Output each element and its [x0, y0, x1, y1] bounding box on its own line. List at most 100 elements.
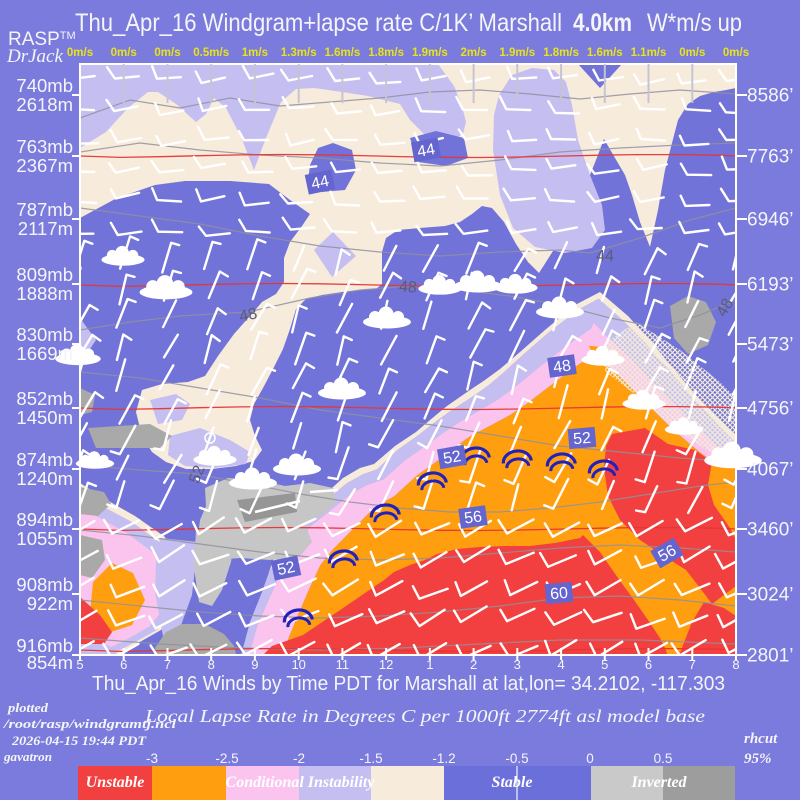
svg-text:11: 11: [336, 657, 350, 672]
svg-text:RASPTM: RASPTM: [8, 29, 76, 50]
svg-text:894mb: 894mb: [16, 509, 73, 530]
svg-text:0.5m/s: 0.5m/s: [193, 47, 229, 59]
svg-text:1m/s: 1m/s: [242, 47, 268, 59]
svg-text:52: 52: [186, 463, 208, 486]
svg-text:0m/s: 0m/s: [67, 47, 93, 59]
svg-text:809mb: 809mb: [16, 264, 73, 285]
svg-text:8: 8: [732, 657, 739, 672]
svg-text:2801’: 2801’: [747, 646, 794, 667]
svg-text:4756’: 4756’: [747, 399, 794, 420]
svg-text:7763’: 7763’: [747, 147, 794, 168]
svg-text:-2: -2: [293, 751, 305, 766]
svg-text:3460’: 3460’: [747, 520, 794, 541]
svg-text:8586’: 8586’: [747, 86, 794, 107]
svg-text:9: 9: [251, 657, 258, 672]
svg-text:0: 0: [586, 751, 594, 766]
svg-text:5: 5: [601, 657, 608, 672]
svg-text:95%: 95%: [744, 751, 772, 767]
svg-text:763mb: 763mb: [16, 136, 73, 157]
svg-text:874mb: 874mb: [16, 449, 73, 470]
svg-text:1.8m/s: 1.8m/s: [543, 47, 579, 59]
svg-text:Conditional Instability: Conditional Instability: [226, 774, 376, 791]
svg-text:916mb: 916mb: [16, 635, 73, 656]
svg-text:7: 7: [689, 657, 696, 672]
svg-text:6: 6: [645, 657, 652, 672]
svg-text:-1.5: -1.5: [359, 751, 382, 766]
svg-text:0m/s: 0m/s: [111, 47, 137, 59]
svg-text:922m: 922m: [27, 593, 73, 614]
svg-text:48: 48: [398, 278, 417, 296]
svg-text:48: 48: [238, 305, 259, 325]
svg-text:854m: 854m: [27, 652, 73, 673]
svg-text:/root/rasp/windgramtj.ncl: /root/rasp/windgramtj.ncl: [3, 716, 177, 731]
svg-text:Thu_Apr_16 Winds by Time PDT f: Thu_Apr_16 Winds by Time PDT for Marshal…: [92, 672, 725, 695]
svg-text:-1.2: -1.2: [432, 751, 455, 766]
svg-text:5473’: 5473’: [747, 335, 794, 356]
svg-text:-3: -3: [146, 751, 158, 766]
svg-text:Stable: Stable: [492, 774, 533, 791]
svg-text:0.5: 0.5: [654, 751, 673, 766]
svg-text:5: 5: [76, 657, 83, 672]
svg-text:plotted: plotted: [7, 700, 49, 715]
svg-text:740mb: 740mb: [16, 75, 73, 96]
svg-text:1: 1: [426, 657, 433, 672]
svg-text:4067’: 4067’: [747, 460, 794, 481]
svg-text:830mb: 830mb: [16, 324, 73, 345]
svg-text:10: 10: [291, 657, 305, 672]
svg-text:52: 52: [442, 448, 463, 468]
svg-text:-2.5: -2.5: [215, 751, 238, 766]
svg-text:0m/s: 0m/s: [723, 47, 749, 59]
svg-text:3: 3: [514, 657, 521, 672]
svg-text:852mb: 852mb: [16, 388, 73, 409]
svg-text:1055m: 1055m: [16, 528, 73, 549]
svg-text:1888m: 1888m: [16, 283, 73, 304]
svg-text:48: 48: [713, 296, 737, 320]
svg-text:1.6m/s: 1.6m/s: [587, 47, 623, 59]
svg-text:2: 2: [470, 657, 477, 672]
svg-text:2367m: 2367m: [16, 155, 73, 176]
svg-text:6: 6: [120, 657, 127, 672]
svg-text:2026-04-15 19:44 PDT: 2026-04-15 19:44 PDT: [11, 733, 147, 748]
svg-text:Inverted: Inverted: [630, 774, 687, 791]
svg-text:56: 56: [656, 542, 680, 566]
svg-text:1450m: 1450m: [16, 407, 73, 428]
svg-text:1.8m/s: 1.8m/s: [368, 47, 404, 59]
svg-text:2117m: 2117m: [18, 218, 73, 239]
svg-text:rhcut: rhcut: [744, 731, 778, 747]
svg-text:4.0km: 4.0km: [573, 9, 632, 37]
svg-text:12: 12: [379, 657, 393, 672]
svg-text:1.6m/s: 1.6m/s: [324, 47, 360, 59]
svg-text:1.3m/s: 1.3m/s: [281, 47, 317, 59]
svg-text:1.9m/s: 1.9m/s: [499, 47, 535, 59]
svg-text:2618m: 2618m: [16, 94, 73, 115]
svg-text:0m/s: 0m/s: [154, 47, 180, 59]
svg-text:52: 52: [572, 430, 591, 448]
svg-text:W*m/s up: W*m/s up: [647, 9, 742, 37]
svg-text:Local Lapse Rate in Degrees C: Local Lapse Rate in Degrees C per 1000ft…: [144, 706, 705, 726]
svg-text:DrJack: DrJack: [6, 46, 63, 67]
svg-text:44: 44: [310, 173, 331, 193]
svg-text:908mb: 908mb: [16, 574, 73, 595]
svg-text:1.9m/s: 1.9m/s: [412, 47, 448, 59]
svg-text:1240m: 1240m: [16, 468, 73, 489]
svg-text:48: 48: [552, 357, 572, 376]
svg-text:6946’: 6946’: [747, 210, 794, 231]
svg-text:56: 56: [463, 508, 483, 527]
svg-text:1.1m/s: 1.1m/s: [631, 47, 667, 59]
svg-text:gavatron: gavatron: [3, 749, 52, 764]
svg-text:6193’: 6193’: [747, 275, 794, 296]
svg-text:1669m: 1669m: [16, 343, 73, 364]
svg-text:60: 60: [549, 585, 568, 603]
svg-text:4: 4: [557, 657, 564, 672]
svg-text:44: 44: [416, 141, 437, 161]
svg-text:787mb: 787mb: [16, 199, 73, 220]
svg-text:52: 52: [276, 559, 297, 579]
svg-text:3024’: 3024’: [747, 585, 794, 606]
svg-text:44: 44: [596, 248, 614, 265]
svg-text:0m/s: 0m/s: [679, 47, 705, 59]
svg-text:-0.5: -0.5: [505, 751, 528, 766]
svg-text:Unstable: Unstable: [86, 774, 145, 791]
svg-text:Thu_Apr_16 Windgram+lapse rate: Thu_Apr_16 Windgram+lapse rate C/1K’ Mar…: [75, 9, 562, 37]
svg-text:8: 8: [208, 657, 215, 672]
svg-text:2m/s: 2m/s: [460, 47, 486, 59]
